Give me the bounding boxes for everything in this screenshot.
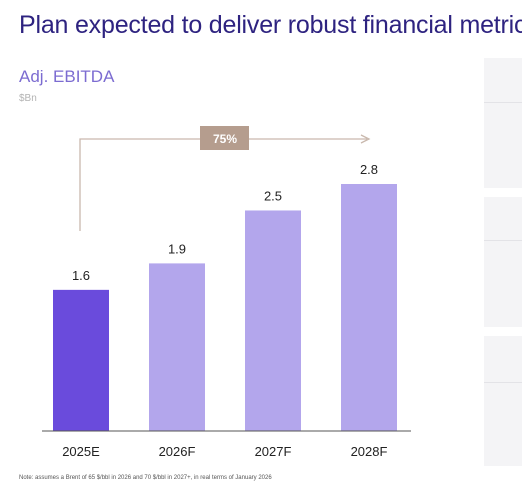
value-label: 2.8 — [360, 162, 378, 177]
value-label: 1.6 — [72, 268, 90, 283]
value-label: 1.9 — [168, 241, 186, 256]
value-label: 2.5 — [264, 188, 282, 203]
x-tick-label: 2026F — [159, 444, 196, 459]
page-title: Plan expected to deliver robust financia… — [19, 11, 522, 39]
side-panel-middle — [484, 197, 522, 327]
chart-title: Adj. EBITDA — [19, 67, 115, 86]
side-panel-top — [484, 58, 522, 188]
growth-arrow-line — [79, 138, 367, 231]
side-panel-bottom — [484, 336, 522, 466]
side-divider — [484, 102, 522, 103]
x-tick-label: 2028F — [351, 444, 388, 459]
x-tick-label: 2025E — [62, 444, 100, 459]
chart-unit: $Bn — [19, 93, 37, 104]
side-divider — [484, 382, 522, 383]
bar-2025E — [53, 289, 109, 431]
footnote: Note: assumes a Brent of 65 $/bbl in 202… — [19, 475, 272, 481]
bar-2026F — [149, 263, 205, 431]
bar-2027F — [245, 210, 301, 431]
bar-2028F — [341, 184, 397, 431]
growth-badge-label: 75% — [213, 132, 237, 146]
x-tick-label: 2027F — [255, 444, 292, 459]
growth-badge — [200, 126, 249, 150]
side-divider — [484, 240, 522, 241]
growth-arrowhead-icon — [360, 134, 371, 144]
